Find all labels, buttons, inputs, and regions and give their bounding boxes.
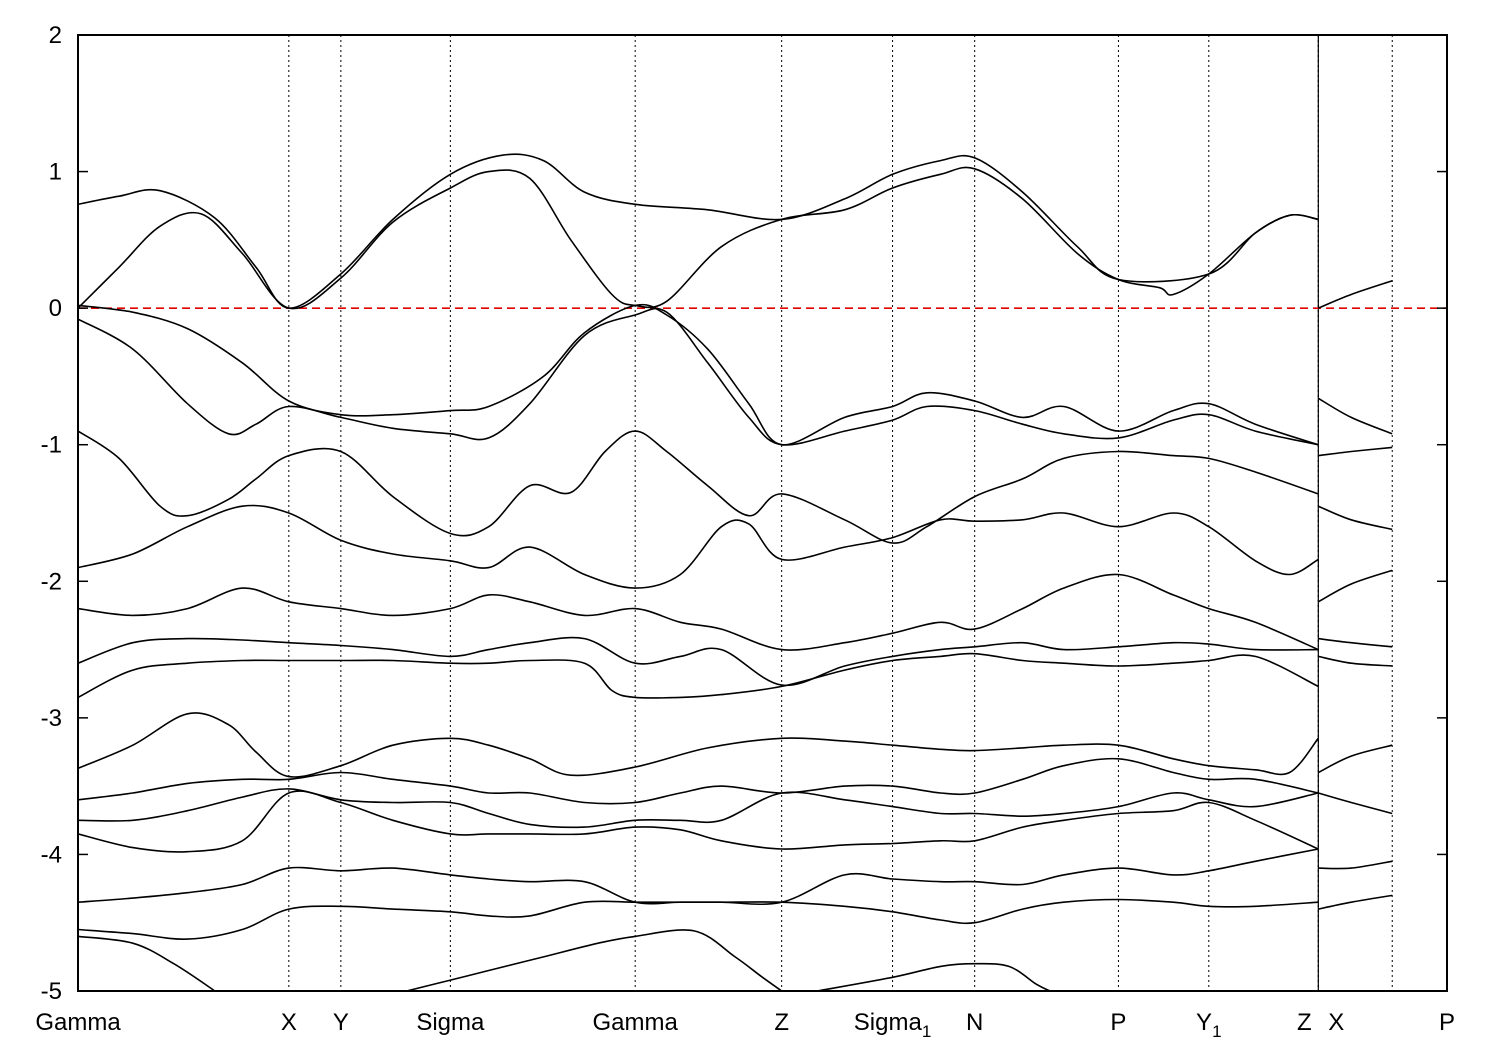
x-tick-label: Y1: [1196, 1009, 1221, 1041]
band-line: [78, 573, 1319, 651]
x-tick-label: Gamma: [593, 1009, 679, 1036]
band-line: [817, 962, 1051, 991]
band-line: [78, 712, 1319, 778]
y-tick-label: 2: [49, 22, 62, 49]
band-line: [406, 929, 783, 991]
band-line: [1318, 446, 1393, 457]
x-tick-label: X: [1328, 1009, 1344, 1036]
band-line: [78, 788, 1319, 829]
band-line: [1318, 894, 1393, 910]
band-line: [1318, 637, 1393, 648]
band-line: [1318, 792, 1393, 815]
plot-frame: [77, 34, 1448, 992]
band-line: [78, 166, 1319, 310]
y-tick-label: -3: [41, 705, 62, 732]
band-line: [1317, 569, 1393, 603]
band-line: [78, 307, 1319, 446]
x-tick-label: Z: [1297, 1009, 1312, 1036]
x-tick-label: X: [281, 1009, 297, 1036]
y-tick-label: -4: [41, 841, 62, 868]
x-tick-label: Y: [333, 1009, 349, 1036]
y-tick-label: 0: [49, 295, 62, 322]
y-tick-label: -5: [41, 978, 62, 1005]
x-tick-label: P: [1439, 1009, 1455, 1036]
band-line: [78, 636, 1319, 687]
band-line: [1318, 655, 1393, 667]
band-line: [1317, 744, 1393, 774]
x-axis-ticks: Gamma X Y Sigma Gamma Z Sigma1 N P Y1 Z X P: [35, 1009, 1455, 1041]
x-tick-label: N: [966, 1009, 983, 1036]
band-line: [1317, 397, 1393, 435]
band-line: [78, 790, 1319, 853]
band-line: [78, 757, 1319, 805]
y-tick-label: 1: [49, 159, 62, 186]
band-line: [1318, 505, 1393, 531]
k-point-gridlines: [288, 35, 1393, 991]
band-line: [78, 430, 1319, 544]
y-tick-label: -1: [41, 432, 62, 459]
x-tick-label: Sigma: [416, 1009, 485, 1036]
x-tick-label: Z: [774, 1009, 789, 1036]
band-line: [78, 935, 216, 991]
band-line: [1318, 280, 1393, 309]
band-line: [78, 848, 1319, 906]
band-line: [78, 652, 1319, 699]
x-tick-label: Sigma1: [854, 1009, 932, 1041]
band-line: [78, 303, 1319, 446]
band-line: [78, 898, 1319, 940]
band-lines: [78, 153, 1393, 991]
y-axis-ticks: 2 1 0 -1 -2 -3 -4 -5: [41, 22, 1447, 1005]
band-line: [78, 504, 1319, 589]
x-tick-label: P: [1110, 1009, 1126, 1036]
band-line: [1318, 860, 1393, 870]
y-tick-label: -2: [41, 568, 62, 595]
x-tick-label: Gamma: [35, 1009, 121, 1036]
